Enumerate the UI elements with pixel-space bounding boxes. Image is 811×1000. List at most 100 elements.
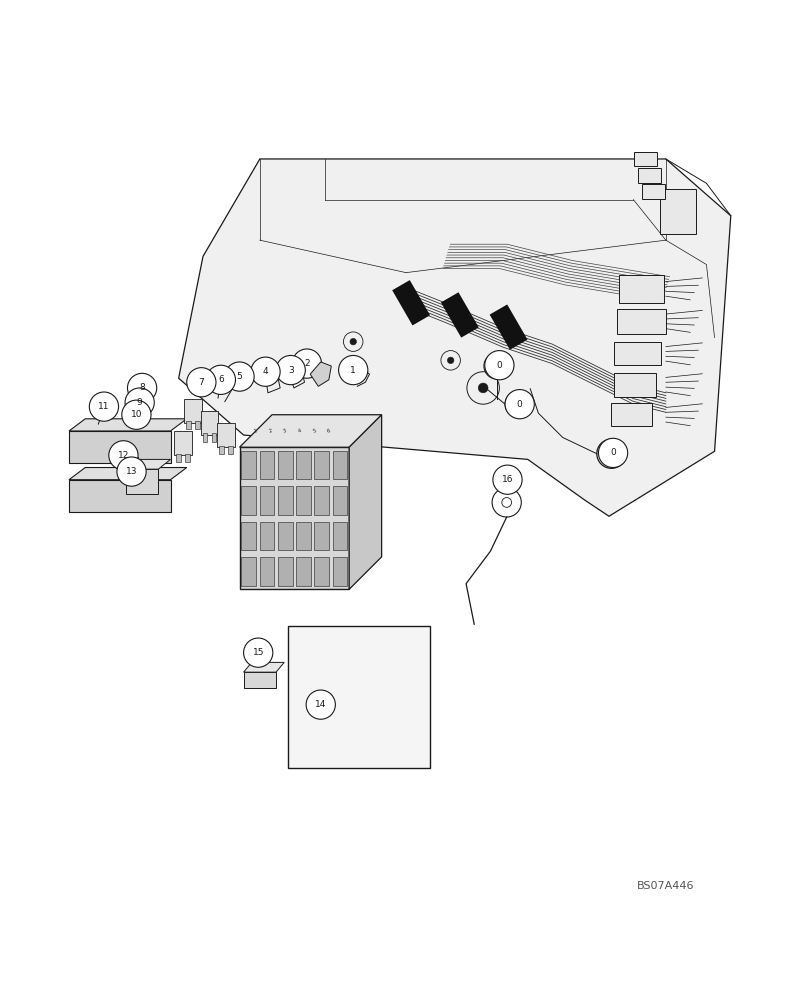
FancyBboxPatch shape	[613, 373, 655, 397]
Text: 0: 0	[516, 400, 522, 409]
FancyBboxPatch shape	[241, 451, 255, 479]
Bar	[202, 433, 208, 442]
FancyBboxPatch shape	[333, 451, 347, 479]
Circle shape	[484, 351, 513, 380]
Text: 8: 8	[139, 383, 145, 392]
FancyBboxPatch shape	[243, 672, 276, 688]
Circle shape	[243, 638, 272, 667]
Text: 1: 1	[253, 428, 258, 434]
Circle shape	[447, 357, 453, 364]
Bar	[186, 421, 191, 429]
Text: 16: 16	[501, 475, 513, 484]
Bar	[489, 304, 527, 350]
Text: 0: 0	[496, 361, 502, 370]
Circle shape	[306, 690, 335, 719]
FancyBboxPatch shape	[260, 486, 274, 515]
FancyBboxPatch shape	[333, 522, 347, 550]
Circle shape	[276, 355, 305, 385]
Text: 10: 10	[131, 410, 142, 419]
FancyBboxPatch shape	[200, 411, 218, 435]
Text: 7: 7	[198, 378, 204, 387]
FancyBboxPatch shape	[314, 451, 328, 479]
FancyBboxPatch shape	[314, 486, 328, 515]
Text: 5: 5	[236, 372, 242, 381]
Bar	[218, 446, 224, 454]
Text: 11: 11	[98, 402, 109, 411]
FancyBboxPatch shape	[333, 557, 347, 586]
Text: 3: 3	[282, 428, 287, 434]
Text: 9: 9	[136, 398, 143, 407]
FancyBboxPatch shape	[241, 486, 255, 515]
Text: 6: 6	[217, 375, 224, 384]
Bar	[392, 280, 430, 325]
FancyBboxPatch shape	[184, 398, 202, 423]
Circle shape	[206, 365, 235, 394]
FancyBboxPatch shape	[314, 557, 328, 586]
FancyBboxPatch shape	[241, 557, 255, 586]
FancyBboxPatch shape	[277, 522, 292, 550]
Text: 13: 13	[126, 467, 137, 476]
FancyBboxPatch shape	[296, 451, 311, 479]
FancyBboxPatch shape	[659, 189, 695, 234]
Polygon shape	[126, 459, 170, 469]
Circle shape	[127, 373, 157, 403]
Polygon shape	[349, 415, 381, 589]
Text: 1: 1	[350, 366, 356, 375]
FancyBboxPatch shape	[642, 184, 664, 199]
FancyBboxPatch shape	[217, 423, 234, 447]
Text: 5: 5	[311, 428, 316, 434]
Text: 2: 2	[268, 428, 272, 434]
FancyBboxPatch shape	[126, 469, 158, 494]
Polygon shape	[69, 419, 187, 431]
Circle shape	[492, 465, 521, 494]
Bar	[185, 454, 190, 462]
FancyBboxPatch shape	[260, 557, 274, 586]
Circle shape	[251, 357, 280, 386]
Polygon shape	[239, 415, 381, 447]
Text: 6: 6	[326, 428, 331, 434]
Polygon shape	[69, 431, 170, 463]
FancyBboxPatch shape	[241, 522, 255, 550]
Circle shape	[501, 498, 511, 507]
FancyBboxPatch shape	[296, 557, 311, 586]
FancyBboxPatch shape	[333, 486, 347, 515]
Circle shape	[492, 362, 500, 370]
Text: 4: 4	[297, 428, 302, 434]
FancyBboxPatch shape	[277, 486, 292, 515]
Text: 15: 15	[252, 648, 264, 657]
FancyBboxPatch shape	[277, 557, 292, 586]
Bar	[175, 454, 180, 462]
FancyBboxPatch shape	[613, 342, 660, 365]
FancyBboxPatch shape	[637, 168, 660, 183]
Circle shape	[350, 338, 356, 345]
Bar	[211, 433, 216, 442]
Circle shape	[292, 349, 321, 378]
FancyBboxPatch shape	[611, 403, 651, 426]
FancyBboxPatch shape	[296, 486, 311, 515]
Circle shape	[598, 438, 627, 468]
Text: 4: 4	[263, 367, 268, 376]
FancyBboxPatch shape	[239, 447, 349, 589]
Text: 3: 3	[287, 366, 294, 375]
FancyBboxPatch shape	[616, 309, 665, 334]
Polygon shape	[69, 480, 170, 512]
FancyBboxPatch shape	[633, 152, 656, 166]
FancyBboxPatch shape	[288, 626, 430, 768]
FancyBboxPatch shape	[277, 451, 292, 479]
Circle shape	[122, 400, 151, 429]
Circle shape	[478, 383, 487, 393]
Bar	[440, 292, 478, 338]
Polygon shape	[178, 159, 730, 516]
Text: BS07A446: BS07A446	[636, 881, 693, 891]
Circle shape	[109, 441, 138, 470]
Circle shape	[117, 457, 146, 486]
Text: 2: 2	[304, 359, 309, 368]
Text: 12: 12	[118, 451, 129, 460]
FancyBboxPatch shape	[314, 522, 328, 550]
Bar	[195, 421, 200, 429]
FancyBboxPatch shape	[118, 457, 138, 469]
Circle shape	[89, 392, 118, 421]
Polygon shape	[243, 662, 284, 672]
Circle shape	[125, 388, 154, 417]
Circle shape	[513, 400, 521, 408]
